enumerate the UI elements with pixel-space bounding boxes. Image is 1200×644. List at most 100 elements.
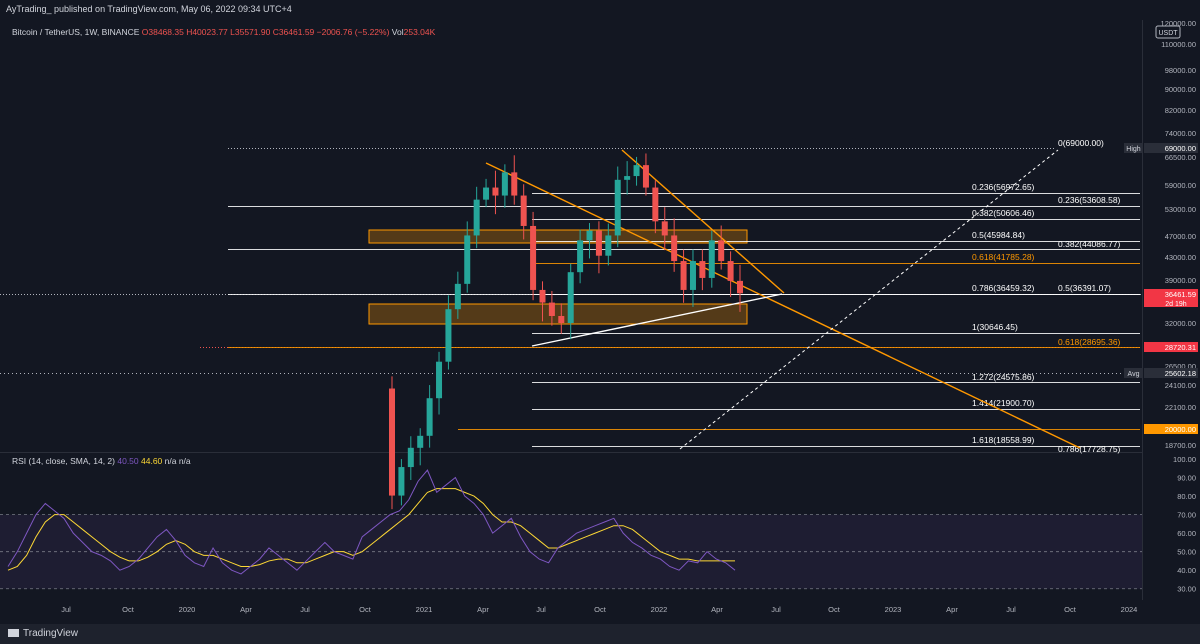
candle-body [398,467,405,496]
price-tag-box [1144,368,1198,378]
rsi-tick: 90.00 [1177,474,1196,483]
symbol-legend-part: Vol [389,27,403,37]
support-zone [368,303,748,325]
currency-badge: USDT [1158,30,1178,37]
fib-label: 0.618(41785.28) [972,252,1035,262]
time-tick: 2024 [1121,605,1138,614]
candle-body [417,435,424,448]
price-tick: 53000.00 [1165,205,1196,214]
price-tick: 26500.00 [1165,362,1196,371]
rsi-ma-line [7,488,735,571]
price-tick: 43000.00 [1165,253,1196,262]
price-tick: 82000.00 [1165,106,1196,115]
time-tick: Jul [1006,605,1016,614]
fib-label: 1(30646.45) [972,322,1018,332]
candle-body [426,398,433,436]
candle-body [680,261,687,290]
fib-label: 0(69000.00) [1058,138,1104,148]
price-tag-value: 25602.18 [1165,369,1196,378]
candle-body [454,283,461,310]
rsi-tick: 100.00 [1173,455,1196,464]
price-tag-value: 20000.00 [1165,425,1196,434]
rsi-value: 40.50 [117,456,141,466]
time-tick: Oct [1064,605,1077,614]
symbol-legend-part: −2006.76 (−5.22%) [314,27,389,37]
resistance-zone [368,229,748,244]
fib-label: 1.272(24575.86) [972,372,1035,382]
price-tag-label-box [1124,143,1143,153]
candle-body [586,230,593,241]
candle-body [511,172,518,196]
price-tag-box [1144,424,1198,434]
fib-label: 0.786(36459.32) [972,283,1035,293]
candle-body [389,388,395,496]
price-tick: 120000.00 [1161,19,1196,28]
candle-body [642,165,649,188]
rsi-ma-value: 44.60 [141,456,165,466]
chart-area[interactable]: Bitcoin / TetherUS, 1W, BINANCE O38468.3… [0,0,1200,624]
rsi-tick: 70.00 [1177,511,1196,520]
fib-label: 0.382(50606.46) [972,208,1035,218]
rsi-title: RSI (14, close, SMA, 14, 2) [12,456,117,466]
candle-body [624,176,631,180]
candle-body [501,172,508,196]
time-tick: Jul [771,605,781,614]
candle-body [605,235,612,256]
time-tick: Jul [300,605,310,614]
candle-body [520,195,527,226]
candle-body [473,199,480,236]
tradingview-logo: TradingView [8,628,78,639]
price-tick: 39000.00 [1165,276,1196,285]
price-tag-box [1144,143,1198,153]
candle-body [661,221,668,236]
price-tick: 24100.00 [1165,381,1196,390]
candle-body [577,240,584,273]
price-tick: 66500.00 [1165,153,1196,162]
candle-body [558,315,565,323]
time-tick: Oct [594,605,607,614]
rsi-tick: 80.00 [1177,492,1196,501]
rsi-tick: 50.00 [1177,548,1196,557]
candle-body [652,187,659,222]
time-tick: Oct [359,605,372,614]
time-tick: Apr [477,605,489,614]
price-tick: 74000.00 [1165,129,1196,138]
symbol-legend: Bitcoin / TetherUS, 1W, BINANCE O38468.3… [12,27,436,37]
rsi-tick: 60.00 [1177,529,1196,538]
candle-body [737,280,743,294]
fib-label: 0.618(28695.36) [1058,337,1121,347]
time-tick: 2021 [416,605,433,614]
price-tag-label: Avg [1128,371,1140,378]
candle-body [548,302,555,316]
symbol-legend-part: 253.04K [404,27,436,37]
descending-trendline-1 [485,162,1081,449]
candle-body [699,261,706,278]
fib-label: 1.618(18558.99) [972,435,1035,445]
time-tick: Apr [711,605,723,614]
descending-trendline-2 [621,149,785,294]
symbol-legend-part: L35571.90 [228,27,271,37]
symbol-legend-part: C36461.59 [270,27,314,37]
currency-badge-box [1155,25,1181,39]
rsi-na: n/a [165,456,179,466]
price-tick: 32000.00 [1165,319,1196,328]
symbol-legend-part: O38468.35 [139,27,184,37]
fib-label: 0.5(36391.07) [1058,283,1111,293]
fib-label: 0.236(53608.58) [1058,195,1121,205]
candle-body [407,447,414,468]
time-tick: 2023 [885,605,902,614]
candle-body [492,187,499,196]
candle-body [727,261,734,281]
price-tag-box [1144,289,1198,307]
price-tick: 110000.00 [1161,40,1196,49]
price-tick: 90000.00 [1165,85,1196,94]
candle-body [708,240,715,278]
price-tick: 98000.00 [1165,66,1196,75]
time-tick: Jul [536,605,546,614]
price-tag-value: 36461.59 [1165,290,1196,299]
price-tick: 18700.00 [1165,441,1196,450]
price-tag-value: 28720.31 [1165,343,1196,352]
rsi-na: n/a [179,456,191,466]
price-tag-label: High [1126,146,1141,153]
price-tag-label-box [1124,368,1143,378]
